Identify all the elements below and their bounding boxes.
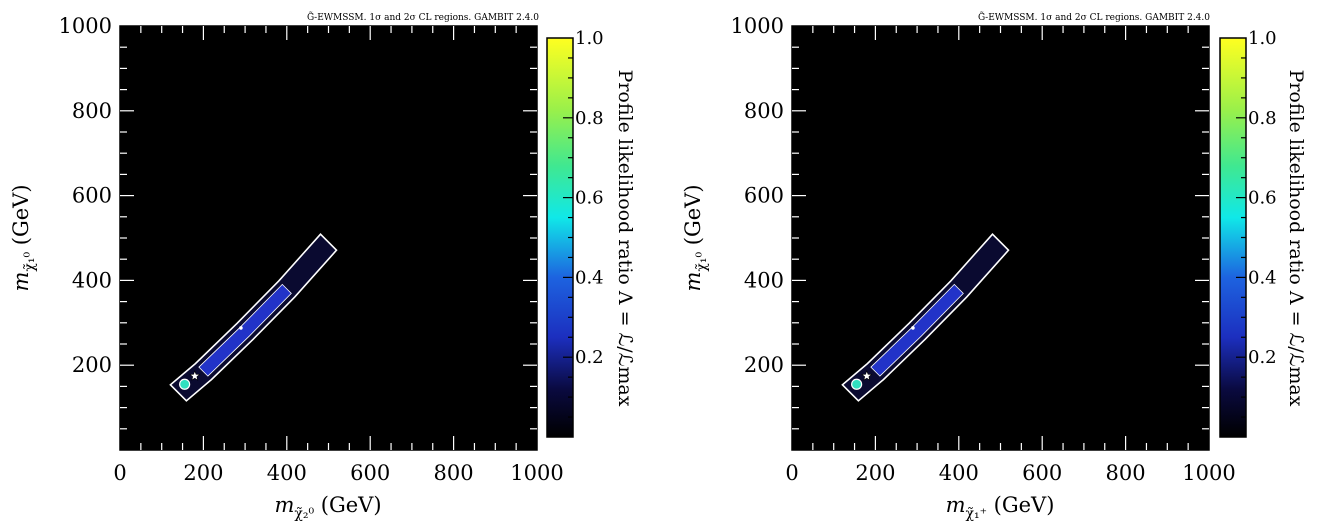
best-fit-star: [861, 370, 873, 381]
colorbar-tick-label: 0.6: [575, 188, 604, 209]
x-tick-label: 600: [350, 461, 390, 485]
region-dot: [911, 326, 915, 330]
x-tick-labels: 0 200 400 600 800 1000: [113, 461, 563, 485]
axis-ticks: [120, 26, 537, 450]
likelihood-region: [169, 233, 338, 402]
colorbar-tick-label: 1.0: [575, 28, 604, 49]
x-tick-labels: 0 200 400 600 800 1000: [785, 461, 1235, 485]
colorbar-title: Profile likelihood ratio Λ = ℒ/ℒmax: [614, 70, 636, 407]
plot-title: G̃-EWMSSM. 1σ and 2σ CL regions. GAMBIT …: [307, 11, 539, 23]
colorbar-tick-label: 0.4: [575, 267, 604, 288]
axis-ticks: [792, 26, 1209, 450]
x-tick-label: 0: [113, 461, 126, 485]
y-tick-labels: 200 400 600 800 1000: [59, 14, 112, 377]
plot-title: G̃-EWMSSM. 1σ and 2σ CL regions. GAMBIT …: [978, 11, 1210, 23]
y-axis-title: mχ̃₁⁰ (GeV): [681, 184, 710, 291]
x-tick-label: 200: [855, 461, 895, 485]
colorbar-title: Profile likelihood ratio Λ = ℒ/ℒmax: [1285, 70, 1307, 407]
y-tick-labels: 200 400 600 800 1000: [731, 14, 784, 377]
max-likelihood-blob: [179, 378, 191, 390]
y-tick-label: 1000: [731, 14, 784, 38]
x-tick-label: 800: [1106, 461, 1146, 485]
colorbar-tick-label: 0.4: [1248, 267, 1277, 288]
y-tick-label: 400: [72, 268, 112, 292]
y-tick-label: 600: [72, 184, 112, 208]
y-tick-label: 200: [744, 353, 784, 377]
x-tick-label: 200: [183, 461, 223, 485]
x-tick-label: 1000: [510, 461, 563, 485]
best-fit-star: [189, 370, 201, 381]
colorbar-ticks: [1236, 57, 1246, 418]
x-tick-label: 0: [785, 461, 798, 485]
x-tick-label: 600: [1022, 461, 1062, 485]
colorbar-tick-label: 1.0: [1248, 28, 1277, 49]
y-tick-label: 800: [744, 99, 784, 123]
panel-right: G̃-EWMSSM. 1σ and 2σ CL regions. GAMBIT …: [681, 11, 1307, 522]
x-tick-label: 400: [939, 461, 979, 485]
colorbar-tick-labels: 0.2 0.4 0.6 0.8 1.0: [575, 28, 604, 368]
y-tick-label: 400: [744, 268, 784, 292]
x-axis-title: mχ̃₁⁺ (GeV): [946, 493, 1055, 522]
y-tick-label: 1000: [59, 14, 112, 38]
x-tick-label: 800: [434, 461, 474, 485]
region-dot: [239, 326, 243, 330]
y-tick-label: 800: [72, 99, 112, 123]
colorbar-tick-label: 0.8: [1248, 108, 1277, 129]
x-axis-title: mχ̃₂⁰ (GeV): [274, 493, 381, 522]
y-tick-label: 600: [744, 184, 784, 208]
x-tick-label: 400: [267, 461, 307, 485]
colorbar-tick-label: 0.2: [575, 347, 604, 368]
y-tick-label: 200: [72, 353, 112, 377]
colorbar-tick-labels: 0.2 0.4 0.6 0.8 1.0: [1248, 28, 1277, 368]
likelihood-region: [841, 233, 1010, 402]
y-axis-title: mχ̃₁⁰ (GeV): [9, 184, 38, 291]
max-likelihood-blob: [851, 378, 863, 390]
panel-left: G̃-EWMSSM. 1σ and 2σ CL regions. GAMBIT …: [9, 11, 636, 522]
colorbar-tick-label: 0.8: [575, 108, 604, 129]
colorbar-tick-label: 0.2: [1248, 347, 1277, 368]
colorbar-tick-label: 0.6: [1248, 188, 1277, 209]
colorbar-ticks: [563, 57, 573, 418]
x-tick-label: 1000: [1182, 461, 1235, 485]
